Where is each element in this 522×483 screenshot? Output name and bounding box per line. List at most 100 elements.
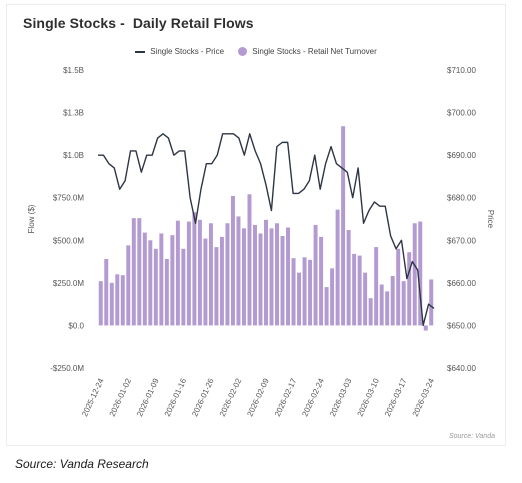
turnover-bar	[313, 224, 318, 326]
left-tick-label: $1.0B	[63, 151, 84, 160]
turnover-bar	[181, 248, 186, 326]
turnover-bar	[286, 227, 291, 326]
legend-item-turnover: Single Stocks - Retail Net Turnover	[238, 47, 377, 57]
turnover-bar	[401, 281, 406, 326]
right-tick-label: $640.00	[447, 364, 476, 373]
turnover-bar	[142, 232, 147, 326]
x-tick-label: 2026-02-17	[273, 377, 299, 418]
left-axis-title: Flow ($)	[27, 204, 36, 233]
figure-caption: Source: Vanda Research	[15, 457, 149, 471]
x-tick-label: 2026-02-02	[218, 377, 244, 418]
turnover-bar	[319, 236, 324, 326]
turnover-bar	[368, 298, 373, 326]
legend-label-price: Single Stocks - Price	[150, 47, 225, 57]
turnover-bar	[236, 216, 241, 326]
turnover-bar	[429, 279, 434, 326]
x-tick-label: 2026-01-09	[135, 377, 161, 418]
x-tick-label: 2026-01-16	[163, 377, 189, 418]
turnover-bar	[137, 218, 142, 326]
turnover-bar	[352, 253, 357, 326]
turnover-bar	[275, 223, 279, 326]
turnover-bar	[131, 218, 136, 326]
turnover-bar	[297, 272, 302, 326]
turnover-bar	[423, 325, 428, 331]
turnover-bar	[291, 258, 296, 326]
left-tick-label: -$250.0M	[50, 364, 84, 373]
legend-label-turnover: Single Stocks - Retail Net Turnover	[252, 47, 377, 57]
x-tick-label: 2026-03-24	[411, 377, 437, 418]
turnover-bar	[230, 196, 235, 326]
turnover-bar	[418, 221, 423, 326]
legend-dot-swatch	[238, 47, 248, 57]
turnover-bar	[109, 282, 114, 326]
x-tick-label: 2026-01-02	[108, 377, 134, 418]
turnover-bar	[264, 219, 268, 326]
turnover-bar	[153, 248, 158, 326]
price-line	[98, 133, 435, 327]
turnover-bar	[396, 248, 401, 326]
turnover-bar	[104, 259, 109, 326]
turnover-bar	[120, 275, 125, 326]
turnover-bar	[341, 126, 346, 326]
turnover-bar	[186, 221, 191, 326]
turnover-bar	[385, 291, 390, 326]
turnover-bar	[379, 284, 384, 326]
turnover-bar	[374, 247, 379, 326]
turnover-bar	[197, 219, 202, 326]
right-tick-label: $710.00	[447, 66, 476, 75]
turnover-bar	[280, 236, 285, 326]
right-tick-label: $700.00	[447, 109, 476, 118]
x-tick-label: 2026-02-24	[300, 377, 326, 418]
x-tick-label: 2026-01-26	[190, 377, 216, 418]
left-tick-label: $1.3B	[63, 109, 84, 118]
turnover-bar	[390, 276, 395, 326]
x-tick-label: 2025-12-24	[80, 377, 106, 418]
turnover-bar	[363, 272, 368, 326]
turnover-bar	[412, 223, 417, 326]
x-tick-label: 2026-02-09	[245, 377, 271, 418]
source-note: Source: Vanda	[448, 433, 495, 440]
turnover-bar	[126, 245, 131, 326]
right-tick-label: $690.00	[447, 151, 476, 160]
x-tick-label: 2026-03-03	[328, 377, 354, 418]
turnover-bar	[148, 240, 153, 326]
turnover-bar	[302, 257, 307, 326]
turnover-bar	[308, 259, 313, 326]
turnover-bar	[219, 236, 224, 326]
left-tick-label: $750.0M	[53, 194, 84, 203]
turnover-bar	[98, 281, 103, 326]
turnover-bar	[159, 233, 164, 326]
turnover-bar	[247, 194, 252, 326]
right-tick-label: $670.00	[447, 236, 476, 245]
turnover-bar	[115, 274, 120, 326]
x-tick-label: 2026-03-10	[356, 377, 382, 418]
legend-item-price: Single Stocks - Price	[135, 47, 224, 56]
left-tick-label: $250.0M	[53, 279, 84, 288]
left-tick-label: $500.0M	[53, 236, 84, 245]
turnover-bar	[324, 287, 329, 326]
legend-line-swatch	[135, 50, 146, 53]
chart-card: Single Stocks - Daily Retail Flows Singl…	[6, 4, 506, 446]
turnover-bar	[346, 230, 351, 326]
turnover-bar	[170, 235, 175, 326]
turnover-bar	[203, 238, 208, 326]
turnover-bar	[164, 259, 169, 326]
turnover-bar	[269, 228, 274, 326]
turnover-bar	[241, 228, 246, 326]
chart-legend: Single Stocks - Price Single Stocks - Re…	[7, 47, 505, 57]
turnover-bar	[330, 268, 335, 326]
turnover-bar	[208, 223, 213, 326]
x-tick-label: 2026-03-17	[383, 377, 409, 418]
turnover-bar	[407, 252, 412, 326]
turnover-bar	[335, 209, 340, 326]
turnover-bar	[192, 212, 197, 326]
right-tick-label: $680.00	[447, 194, 476, 203]
chart-title: Single Stocks - Daily Retail Flows	[23, 15, 254, 31]
right-tick-label: $650.00	[447, 321, 476, 330]
turnover-bar	[225, 223, 230, 326]
turnover-bar	[253, 224, 257, 326]
turnover-bar	[357, 255, 362, 326]
turnover-bar	[258, 233, 263, 326]
left-tick-label: $1.5B	[63, 66, 84, 75]
